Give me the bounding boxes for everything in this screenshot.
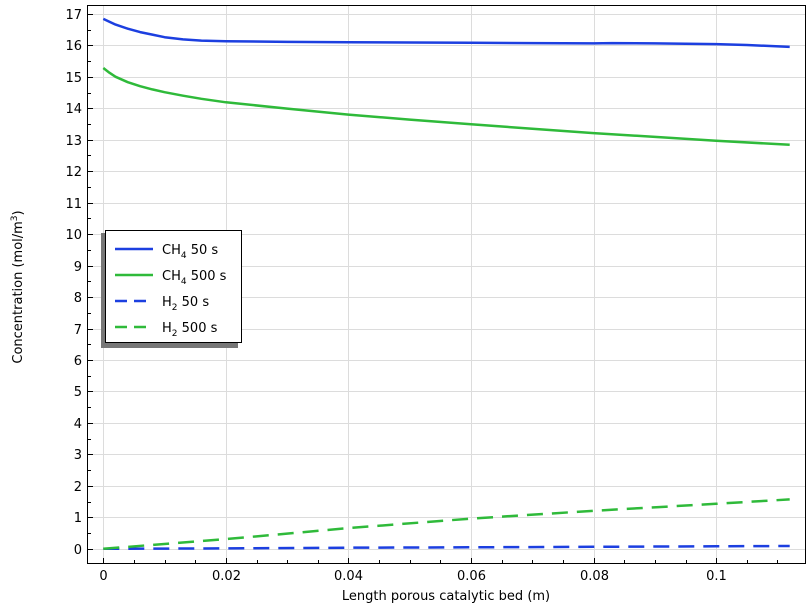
y-tick-label: 3	[74, 448, 82, 463]
y-tick-label: 12	[65, 165, 82, 180]
y-tick-label: 10	[65, 228, 82, 243]
y-tick-label: 16	[65, 39, 82, 54]
x-axis-label: Length porous catalytic bed (m)	[342, 589, 550, 604]
legend-items: CH4 50 s CH4 500 s H2 50 s H2 500 s	[115, 243, 227, 339]
y-tick-label: 17	[65, 8, 82, 23]
legend-label: CH4 50 s	[162, 243, 218, 261]
x-tick-label: 0.08	[580, 569, 609, 584]
series-line-ch4-500-s	[102, 67, 790, 147]
y-tick-label: 11	[65, 197, 82, 212]
y-tick-label: 13	[65, 134, 82, 149]
x-tick-label: 0.04	[334, 569, 363, 584]
y-tick-label: 7	[74, 323, 82, 338]
grid-lines	[88, 6, 805, 563]
x-tick-label: 0	[99, 569, 107, 584]
y-tick-label: 5	[74, 385, 82, 400]
y-tick-label: 15	[65, 71, 82, 86]
y-tick-label: 1	[74, 511, 82, 526]
y-axis-label: Concentration (mol/m3)	[10, 210, 26, 363]
y-tick-label: 2	[74, 480, 82, 495]
y-axis-label-suffix: )	[11, 210, 26, 215]
y-axis-label-sup: 3	[10, 215, 20, 221]
series-line-h2-50-s	[103, 544, 790, 551]
x-axis: 0 0.02 0.04 0.06 0.08 0.1	[99, 558, 778, 584]
legend: CH4 50 s CH4 500 s H2 50 s H2 500 s	[101, 230, 242, 348]
series-line-ch4-50-s	[102, 17, 790, 49]
legend-label: H2 50 s	[162, 295, 209, 313]
x-tick-label: 0.06	[457, 569, 486, 584]
y-tick-label: 0	[74, 543, 82, 558]
y-axis-label-text: Concentration (mol/m	[11, 221, 26, 363]
y-tick-label: 4	[74, 417, 82, 432]
series-line-h2-500-s	[103, 498, 790, 551]
y-tick-label: 8	[74, 291, 82, 306]
y-tick-label: 9	[74, 260, 82, 275]
series-group	[102, 17, 790, 551]
legend-label: H2 500 s	[162, 321, 218, 339]
plot-frame	[87, 5, 806, 564]
x-tick-label: 0.02	[212, 569, 241, 584]
legend-label: CH4 500 s	[162, 269, 227, 287]
y-tick-label: 14	[65, 102, 82, 117]
y-tick-label: 6	[74, 354, 82, 369]
x-tick-label: 0.1	[706, 569, 727, 584]
